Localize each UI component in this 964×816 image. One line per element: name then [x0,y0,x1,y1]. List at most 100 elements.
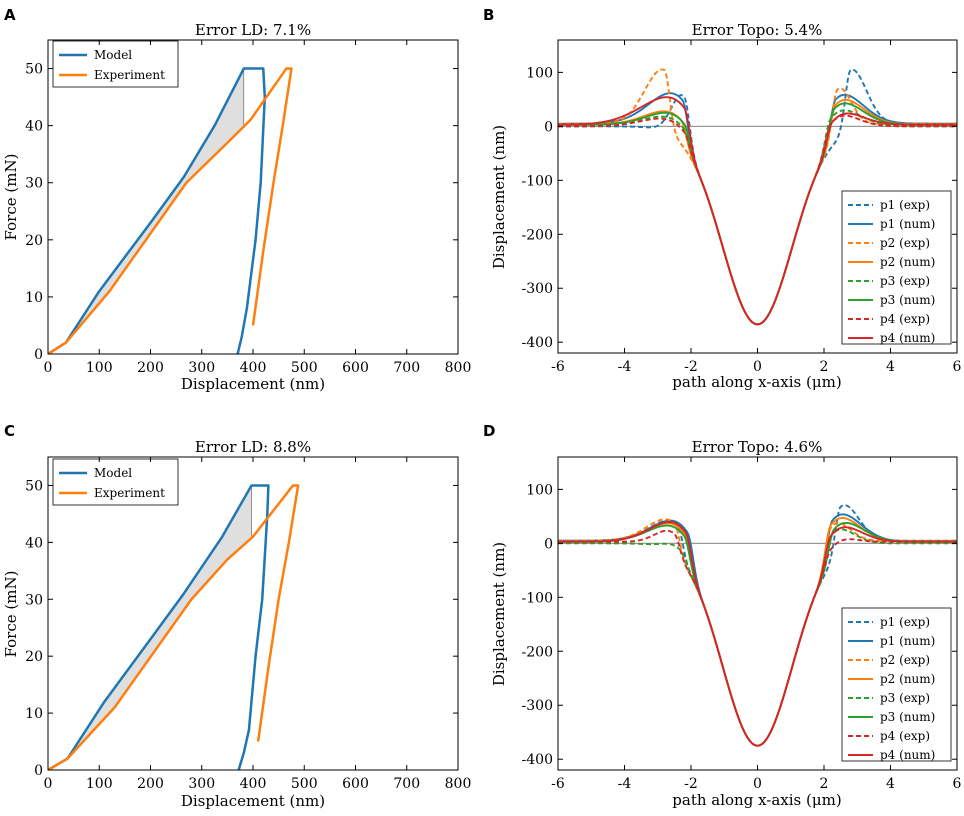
chart-title: Error Topo: 5.4% [692,21,823,39]
x-tick-label: -4 [618,359,632,375]
x-axis-label: Displacement (nm) [181,375,325,393]
legend-label: p2 (exp) [880,236,930,250]
y-tick-label: -400 [522,752,553,768]
x-tick-label: 600 [342,360,369,376]
y-tick-label: -400 [522,335,553,351]
legend: Model Experiment [52,40,179,88]
panel-letter-a: A [4,6,16,24]
panel-c: C Error LD: 8.8% Displacement (nm) Force… [2,422,471,810]
y-tick-label: 0 [544,119,553,135]
legend: Model Experiment [52,458,179,506]
legend-label: p4 (exp) [880,312,930,326]
y-tick-label: -200 [522,227,553,243]
legend-label: p2 (num) [880,672,935,686]
y-tick-label: 20 [25,649,43,665]
x-tick-label: 800 [445,360,472,376]
y-tick-label: -200 [522,644,553,660]
legend-label: p3 (num) [880,710,935,724]
y-tick-label: -300 [522,281,553,297]
x-tick-label: -4 [618,776,632,792]
x-tick-label: 6 [953,776,962,792]
axes-frame [47,456,459,771]
legend: p1 (exp) p1 (num) p2 (exp) p2 (num) p3 (exp)… [841,190,952,345]
x-tick-label: 6 [953,359,962,375]
series-line-p4-num [558,96,957,326]
chart-title: Error LD: 8.8% [195,438,311,456]
y-axis-label: Displacement (nm) [490,542,508,686]
legend: p1 (exp) p1 (num) p2 (exp) p2 (num) p3 (exp)… [841,607,952,762]
x-axis-label: path along x-axis (μm) [672,373,841,391]
x-tick-label: 300 [188,776,215,792]
legend-label-experiment: Experiment [94,486,165,500]
panel-d: D Error Topo: 4.6% path along x-axis (μm… [483,422,962,809]
x-tick-label: 0 [753,776,762,792]
panel-letter-b: B [483,6,494,24]
y-tick-label: 0 [34,763,43,779]
legend-label: p2 (num) [880,255,935,269]
x-tick-label: -2 [684,359,698,375]
shaded-error-area [48,484,252,770]
legend-label: p4 (num) [880,748,935,762]
legend-label-experiment: Experiment [94,68,165,82]
y-tick-label: -300 [522,698,553,714]
x-tick-label: 800 [445,776,472,792]
x-tick-label: 4 [886,776,895,792]
series-line-model [48,484,270,770]
x-tick-label: -6 [551,776,565,792]
y-tick-label: -100 [522,173,553,189]
x-tick-label: 200 [137,360,164,376]
chart-title: Error Topo: 4.6% [692,438,823,456]
y-tick-label: 30 [25,592,43,608]
y-tick-label: 10 [25,706,43,722]
series-line-experiment [48,67,293,354]
y-tick-label: -100 [522,590,553,606]
y-tick-label: 30 [25,176,43,192]
plot-area [48,484,300,770]
legend-label-model: Model [94,466,132,480]
chart-title: Error LD: 7.1% [195,21,311,39]
x-tick-label: 600 [342,776,369,792]
y-tick-label: 40 [25,119,43,135]
legend-label: p3 (num) [880,293,935,307]
y-tick-label: 40 [25,535,43,551]
x-tick-label: 2 [820,359,829,375]
legend-label: p2 (exp) [880,653,930,667]
x-tick-label: 700 [393,776,420,792]
x-tick-label: 200 [137,776,164,792]
plot-area [558,68,957,326]
series-line-p4-num [558,521,957,747]
legend-label: p1 (exp) [880,615,930,629]
y-tick-label: 20 [25,233,43,249]
series-line-model [48,67,267,354]
x-tick-label: 100 [86,360,113,376]
y-tick-label: 0 [544,536,553,552]
legend-label: p3 (exp) [880,691,930,705]
x-tick-label: 4 [886,359,895,375]
panel-letter-d: D [483,422,495,440]
y-axis-label: Displacement (nm) [490,125,508,269]
y-tick-label: 100 [526,482,553,498]
legend-label: p1 (exp) [880,198,930,212]
plot-area [558,504,957,747]
x-tick-label: 2 [820,776,829,792]
y-tick-label: 0 [34,347,43,363]
y-tick-label: 50 [25,478,43,494]
x-tick-label: 100 [86,776,113,792]
x-tick-label: -2 [684,776,698,792]
legend-label: p1 (num) [880,217,935,231]
x-tick-label: 700 [393,360,420,376]
x-tick-label: 0 [753,359,762,375]
y-tick-label: 50 [25,62,43,78]
legend-label: p4 (exp) [880,729,930,743]
axes-frame [557,456,958,771]
series-line-p4-exp [558,529,957,747]
x-tick-label: 500 [291,776,318,792]
x-axis-label: path along x-axis (μm) [672,791,841,809]
panel-a: A Error LD: 7.1% Displacement (nm) Force… [2,6,471,393]
x-tick-label: 300 [188,360,215,376]
y-axis-label: Force (mN) [2,154,20,241]
axes-frame [557,39,958,354]
y-axis-label: Force (mN) [2,571,20,658]
axes-frame [47,39,459,355]
